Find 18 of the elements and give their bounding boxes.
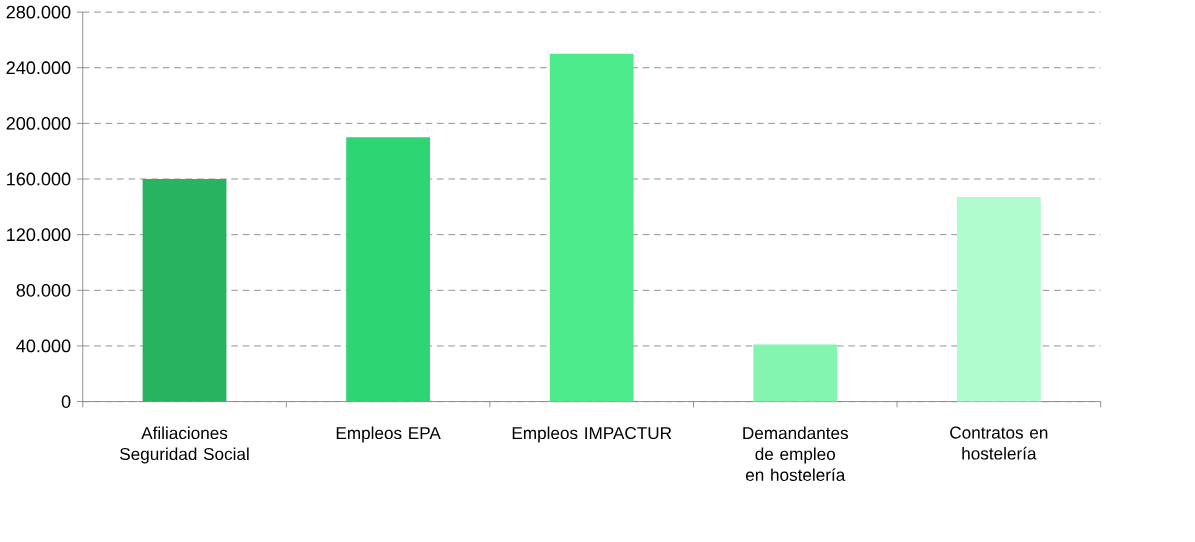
bar — [549, 53, 634, 402]
bar — [956, 197, 1041, 402]
y-tick-label: 280.000 — [6, 5, 71, 19]
y-tick-label: 200.000 — [6, 116, 71, 130]
bar — [346, 137, 430, 402]
x-tick-label: Afiliaciones Seguridad Social — [120, 426, 249, 464]
y-tick-label: 0 — [61, 395, 71, 408]
bar — [142, 178, 227, 402]
x-tick-label: Contratos en hostelería — [950, 426, 1048, 460]
x-tick-label: Empleos IMPACTUR — [512, 426, 672, 443]
bar — [753, 344, 838, 402]
y-tick-label: 160.000 — [7, 172, 71, 186]
x-tick-label: Empleos EPA — [336, 426, 441, 443]
y-tick-label: 120.000 — [7, 228, 71, 242]
x-tick-label: Demandantes de empleo en hostelería — [743, 426, 848, 481]
y-tick-label: 80.000 — [16, 283, 71, 297]
y-tick-label: 240.000 — [6, 61, 71, 75]
y-tick-label: 40.000 — [16, 339, 71, 353]
